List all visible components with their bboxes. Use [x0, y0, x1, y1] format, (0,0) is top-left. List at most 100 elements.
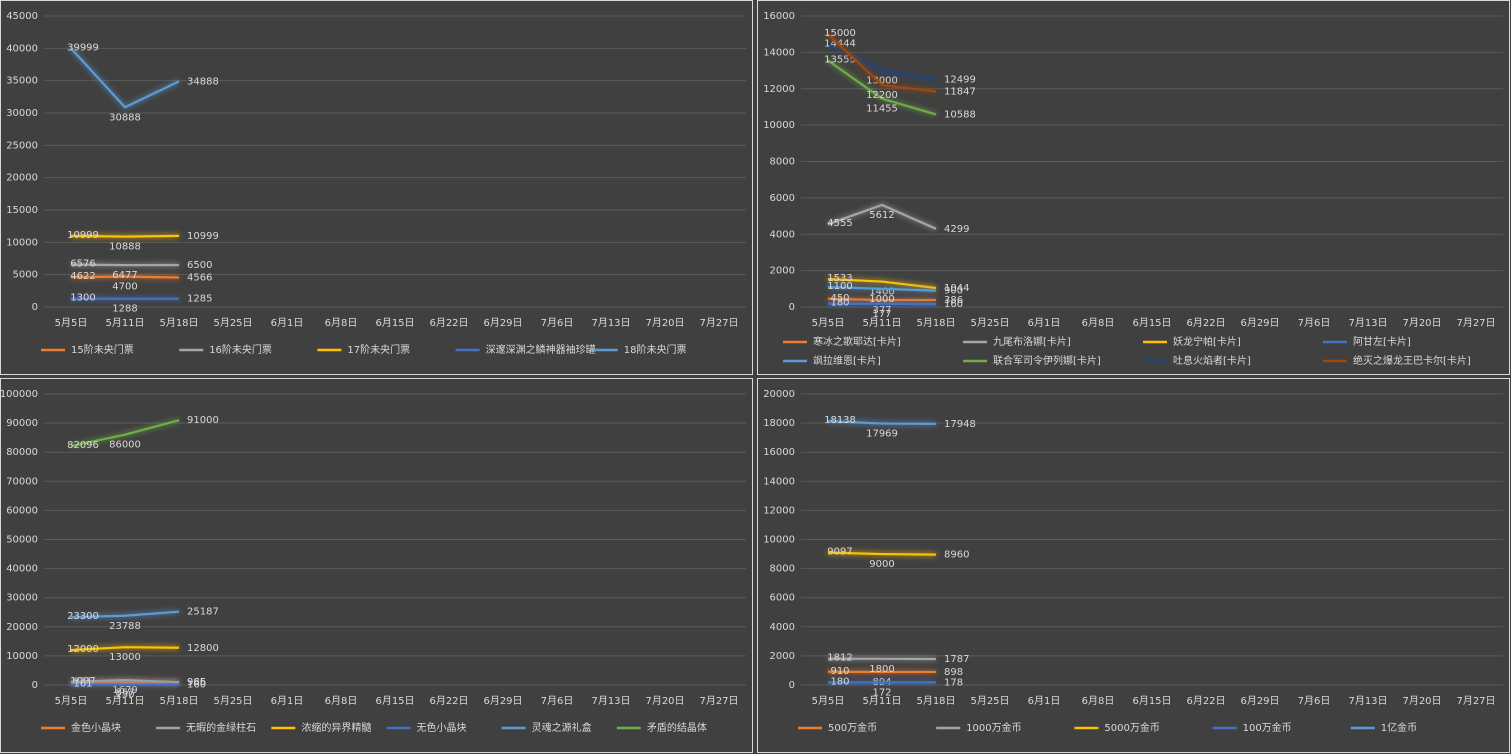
y-tick-label: 10000	[6, 237, 38, 248]
data-label: 23788	[109, 621, 141, 632]
y-tick-label: 90000	[6, 418, 38, 429]
y-tick-label: 6000	[770, 193, 795, 204]
data-label: 39999	[67, 42, 99, 53]
data-label: 1533	[827, 273, 852, 284]
y-tick-label: 45000	[6, 11, 38, 22]
data-label: 1100	[827, 281, 852, 292]
x-tick-label: 5月18日	[159, 317, 198, 329]
y-tick-label: 40000	[6, 564, 38, 575]
y-tick-label: 6000	[770, 593, 795, 604]
legend-label: 绝灭之爆龙王巴卡尔[卡片]	[1353, 354, 1471, 367]
x-tick-label: 6月29日	[1240, 317, 1279, 329]
y-tick-label: 12000	[763, 505, 795, 516]
series-line	[827, 203, 937, 230]
data-label: 5612	[869, 210, 894, 221]
x-tick-label: 5月5日	[812, 317, 845, 329]
legend-label: 飒拉维恩[卡片]	[813, 354, 881, 367]
data-label: 12000	[67, 644, 99, 655]
series-line	[827, 43, 937, 81]
series-line	[70, 610, 180, 619]
chart: 0 5000 10000 15000 20000 25000 30000 35000 40000…	[6, 11, 746, 356]
data-label: 12200	[866, 90, 898, 101]
y-tick-label: 0	[32, 680, 38, 691]
x-tick-label: 5月25日	[213, 695, 252, 707]
x-tick-label: 7月20日	[1402, 317, 1441, 329]
data-label: 910	[830, 666, 849, 677]
series-line	[70, 646, 180, 652]
legend-label: 金色小晶块	[71, 721, 121, 734]
data-label: 180	[830, 676, 849, 687]
data-label: 150	[115, 690, 134, 701]
data-label: 30888	[109, 112, 141, 123]
data-label: 172	[872, 687, 891, 698]
legend-label: 无色小晶块	[417, 721, 467, 734]
data-label: 1000	[869, 294, 894, 305]
legend-label: 矛盾的结晶体	[647, 721, 707, 734]
legend-label: 1000万金币	[966, 721, 1021, 734]
data-label: 11847	[944, 87, 976, 98]
data-label: 160	[944, 299, 963, 310]
x-tick-label: 5月11日	[105, 695, 144, 707]
legend-label: 17阶未央门票	[347, 343, 410, 356]
data-label: 377	[872, 305, 891, 316]
data-label: 1787	[944, 654, 969, 665]
series-line	[70, 47, 180, 109]
data-label: 13000	[109, 652, 141, 663]
data-label: 12800	[187, 643, 219, 654]
y-tick-label: 80000	[6, 447, 38, 458]
x-tick-label: 7月27日	[1456, 695, 1495, 707]
y-tick-label: 4000	[770, 622, 795, 633]
y-tick-label: 70000	[6, 476, 38, 487]
x-tick-label: 7月27日	[699, 695, 738, 707]
legend-label: 阿甘左[卡片]	[1353, 335, 1411, 348]
data-label: 4299	[944, 224, 969, 235]
data-label: 12499	[944, 75, 976, 86]
data-label: 34888	[187, 76, 219, 87]
x-tick-label: 6月15日	[1132, 695, 1171, 707]
y-tick-label: 0	[32, 302, 38, 313]
y-tick-label: 50000	[6, 535, 38, 546]
x-tick-label: 5月11日	[862, 317, 901, 329]
y-tick-label: 10000	[763, 535, 795, 546]
series-line	[70, 419, 180, 448]
data-label: 898	[944, 667, 963, 678]
x-tick-label: 7月13日	[591, 317, 630, 329]
legend-label: 16阶未央门票	[209, 343, 272, 356]
data-label: 10999	[67, 230, 99, 241]
data-label: 17948	[944, 419, 976, 430]
data-label: 1400	[869, 287, 894, 298]
x-tick-label: 6月8日	[1082, 317, 1115, 329]
data-label: 25187	[187, 607, 219, 618]
x-tick-label: 6月8日	[325, 317, 358, 329]
y-tick-label: 60000	[6, 505, 38, 516]
data-label: 1800	[869, 664, 894, 675]
x-tick-label: 6月22日	[429, 695, 468, 707]
data-label: 11455	[866, 104, 898, 115]
x-tick-label: 5月18日	[159, 695, 198, 707]
data-label: 10888	[109, 242, 141, 253]
x-tick-label: 6月1日	[271, 695, 304, 707]
data-label: 1812	[827, 653, 852, 664]
x-tick-label: 6月29日	[483, 695, 522, 707]
data-label: 178	[944, 677, 963, 688]
y-tick-label: 2000	[770, 651, 795, 662]
data-label: 4566	[187, 272, 212, 283]
data-label: 86000	[109, 440, 141, 451]
series-line	[827, 59, 937, 116]
data-label: 9097	[827, 547, 852, 558]
data-label: 450	[830, 293, 849, 304]
x-tick-label: 5月11日	[862, 695, 901, 707]
x-tick-label: 7月13日	[1348, 317, 1387, 329]
data-label: 10588	[944, 109, 976, 120]
y-tick-label: 8000	[770, 564, 795, 575]
y-tick-label: 25000	[6, 140, 38, 151]
data-label: 15000	[824, 28, 856, 39]
chart-panel: 0 2000 4000 6000 8000 10000 12000 14000 16000 5月5…	[757, 0, 1510, 375]
data-label: 966	[187, 677, 206, 688]
y-tick-label: 10000	[6, 651, 38, 662]
y-tick-label: 14000	[763, 476, 795, 487]
series-line	[70, 275, 180, 279]
data-label: 4555	[827, 218, 852, 229]
x-tick-label: 6月22日	[429, 317, 468, 329]
